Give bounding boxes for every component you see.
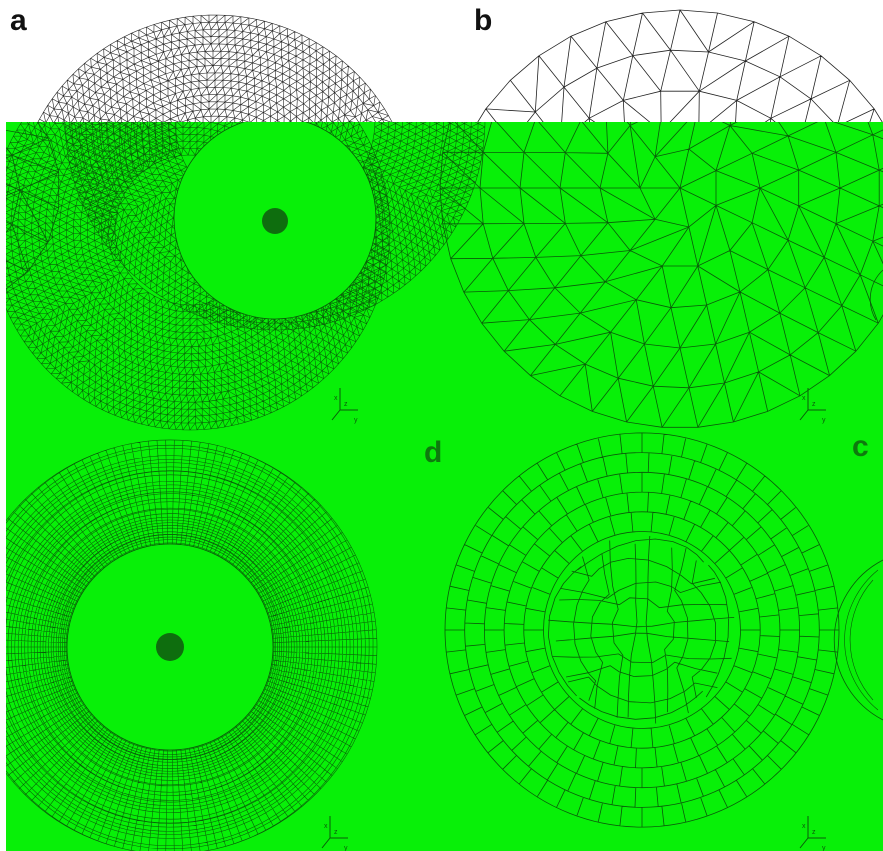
triad-b-axis-2: y [822,417,826,424]
panel-label-c: c [852,430,869,463]
panel-b-top-mesh [477,9,883,122]
axis-triad-a: x y z [331,388,358,424]
triad-a-axis-3: z [344,401,348,408]
triad-b-axis-1: x [802,395,806,402]
axis-triad-d: x y z [321,816,348,851]
triad-a-axis-2: y [354,417,358,424]
triad-d-axis-3: z [334,829,338,836]
inner-holes [66,122,377,751]
panel-label-d: d [424,436,443,469]
triad-a-axis-1: x [334,395,338,402]
axis-triad-c: x y z [799,816,826,851]
triad-c-axis-2: y [822,845,826,851]
triad-d-axis-2: y [344,845,348,851]
triad-c-axis-1: x [802,823,806,830]
triad-c-axis-3: z [812,829,816,836]
right-edge-mesh-fragments [833,269,883,721]
triad-d-axis-1: x [324,823,328,830]
panel-b-triangular-mesh [6,122,883,428]
panel-a-top-mesh [37,14,393,122]
panel-c-quad-mesh [444,432,840,828]
panel-label-a: a [10,4,27,37]
panel-label-b: b [474,4,493,37]
axis-triad-b: x y z [799,388,826,424]
triad-b-axis-3: z [812,401,816,408]
